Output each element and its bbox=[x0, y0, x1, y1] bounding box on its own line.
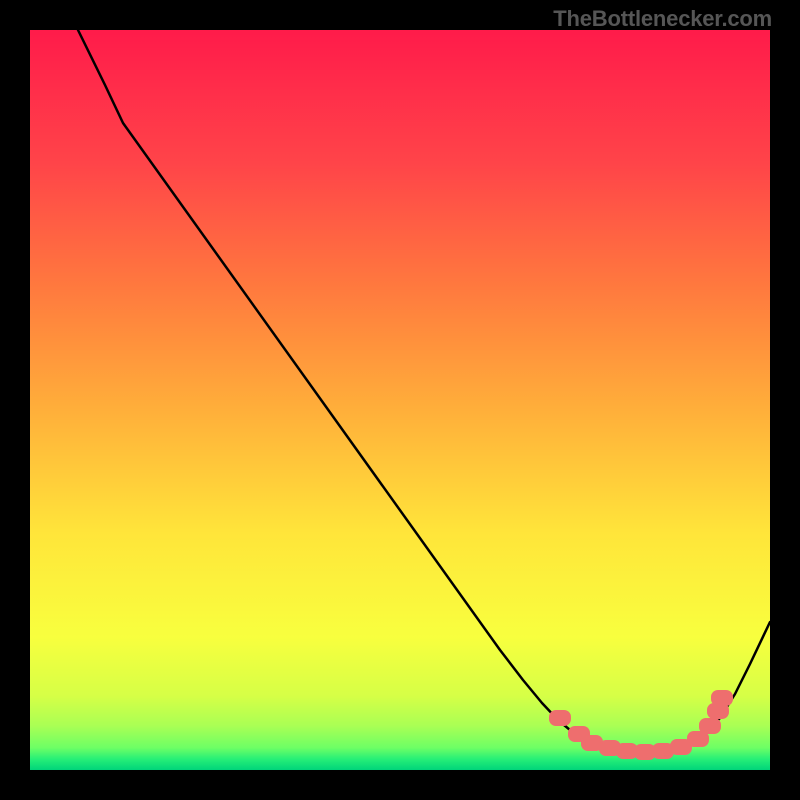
curve-marker bbox=[549, 710, 571, 726]
curve-marker bbox=[699, 718, 721, 734]
chart-container: TheBottlenecker.com bbox=[0, 0, 800, 800]
plot-background bbox=[30, 30, 770, 770]
watermark-text: TheBottlenecker.com bbox=[553, 6, 772, 32]
curve-marker bbox=[711, 690, 733, 706]
chart-svg bbox=[0, 0, 800, 800]
